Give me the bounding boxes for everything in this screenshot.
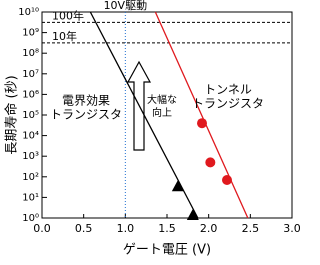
y-tick-label: 10² [22,172,39,183]
data-point [186,208,199,220]
annotation: 大幅な [147,93,177,106]
y-tick-label: 10⁹ [22,28,39,39]
y-tick-label: 10⁶ [22,89,39,100]
x-tick-label: 2.0 [200,222,218,235]
data-point [205,157,216,168]
drive-label: 10V駆動 [104,0,148,12]
annotation: 向上 [152,106,172,119]
annotation: 電界効果 [62,93,110,108]
annotation: トランジスタ [192,97,264,111]
annotation: トランジスタ [50,108,122,122]
reference-label: 10年 [52,29,77,43]
data-point [222,174,232,185]
y-tick-label: 10⁷ [22,69,39,80]
trend-line [89,11,199,219]
x-axis-title: ゲート電圧 (V) [123,243,211,258]
x-tick-label: 0.0 [33,222,51,235]
x-tick-label: 1.5 [158,222,176,235]
y-tick-label: 10⁴ [22,131,39,142]
x-tick-label: 0.5 [75,222,93,235]
y-tick-label: 10³ [22,151,39,162]
reference-label: 100年 [52,8,84,22]
data-point [197,118,207,129]
y-tick-label: 10⁸ [22,48,39,59]
y-axis-title: 長期寿命 (秒) [4,75,20,154]
y-tick-label: 10⁰ [22,213,39,224]
trend-line [154,11,249,219]
data-point [171,180,184,192]
x-tick-label: 3.0 [283,222,301,235]
x-tick-label: 2.5 [242,222,260,235]
chart: ゲート電圧 (V) 長期寿命 (秒) 0.0 0.5 1.0 1.5 2.0 2.5 3.0… [4,0,301,258]
annotation: トンネル [204,83,252,97]
x-tick-label: 1.0 [117,222,135,235]
y-tick-label: 10¹⁰ [18,7,39,18]
y-tick-label: 10¹ [22,192,39,203]
y-tick-label: 10⁵ [22,110,39,121]
